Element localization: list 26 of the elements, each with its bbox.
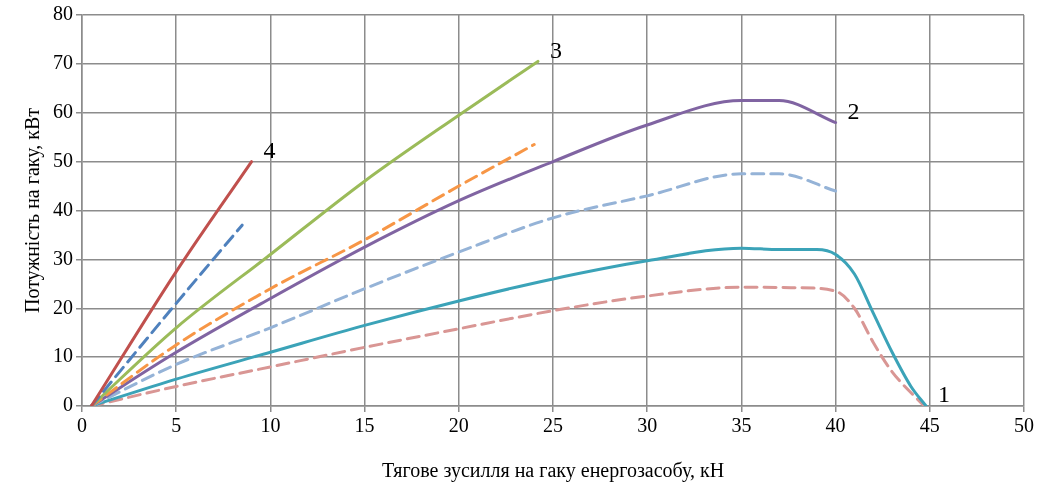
y-tick-label: 10: [53, 344, 73, 367]
x-tick-label: 35: [731, 414, 752, 437]
annotation: 2: [847, 97, 860, 124]
annotation: 3: [549, 36, 562, 63]
y-tick-label: 30: [53, 246, 73, 269]
x-tick-label: 0: [77, 414, 87, 437]
y-axis-title: Потужність на гаку, кВт: [21, 107, 45, 314]
x-tick-label: 45: [919, 414, 940, 437]
y-tick-label: 40: [53, 197, 73, 220]
y-tick-label: 50: [53, 148, 73, 171]
y-tick-label: 20: [53, 295, 73, 318]
x-tick-label: 40: [825, 414, 846, 437]
y-tick-label: 60: [53, 100, 73, 122]
y-tick-label: 0: [63, 393, 73, 416]
x-tick-label: 30: [637, 414, 658, 437]
x-axis-title: Тягове зусилля на гаку енергозасобу, кН: [381, 459, 725, 483]
x-tick-label: 15: [354, 414, 375, 437]
x-tick-label: 50: [1014, 414, 1034, 437]
x-tick-label: 20: [448, 414, 469, 437]
y-tick-label: 70: [53, 51, 73, 74]
annotation: 4: [263, 136, 276, 163]
annotation: 1: [938, 381, 951, 408]
x-tick-label: 10: [260, 414, 281, 437]
x-tick-label: 5: [171, 414, 182, 437]
x-tick-label: 25: [543, 414, 563, 437]
y-tick-label: 80: [53, 2, 73, 25]
